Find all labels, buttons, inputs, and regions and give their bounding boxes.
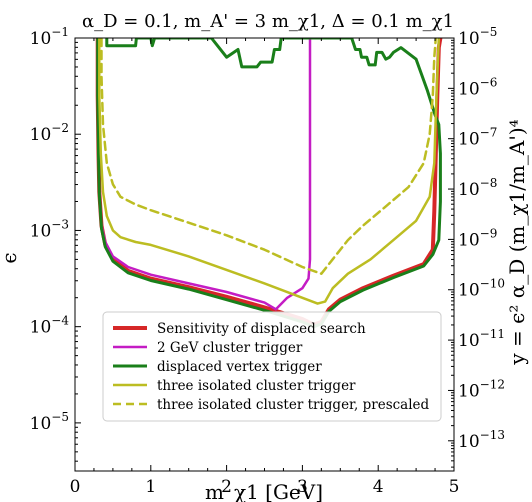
right-tick-label: 10−10 [458, 277, 505, 301]
legend-label: Sensitivity of displaced search [157, 321, 366, 337]
x-tick-label: 1 [145, 477, 156, 497]
right-tick-label: 10−9 [458, 226, 497, 250]
right-tick-label: 10−11 [458, 327, 505, 351]
y-tick-label: 10−3 [30, 217, 69, 241]
ticks: 0 1 2 3 4 5 10−5 10−4 10−3 10−2 10−1 10−13 10−12 10−1… [30, 25, 505, 497]
y-axis-label: ϵ [0, 252, 21, 263]
right-axis-label: y = ϵ² α_D (m_χ1/m_A')⁴ [505, 119, 529, 365]
right-tick-label: 10−6 [458, 75, 497, 99]
y-tick-label: 10−5 [30, 410, 69, 434]
series-line-0 [95, 38, 443, 327]
x-axis-label: m_χ1 [GeV] [205, 480, 323, 502]
x-tick-label: 5 [449, 477, 460, 497]
right-tick-label: 10−7 [458, 126, 497, 150]
series-line-3 [98, 38, 441, 305]
series-line-4 [100, 38, 438, 275]
curves [95, 38, 443, 329]
legend-label: three isolated cluster trigger, prescale… [157, 397, 430, 413]
x-tick-label: 2 [221, 477, 232, 497]
x-tick-label: 3 [297, 477, 308, 497]
y-tick-label: 10−4 [30, 314, 70, 338]
legend-label: three isolated cluster trigger [157, 378, 356, 394]
series-line-2 [96, 38, 442, 329]
series-line-1 [96, 38, 312, 311]
x-tick-label: 0 [70, 477, 81, 497]
x-tick-label: 4 [373, 477, 384, 497]
legend-label: displaced vertex trigger [157, 359, 322, 375]
legend: Sensitivity of displaced search 2 GeV clu… [102, 311, 442, 422]
y-tick-label: 10−1 [30, 25, 69, 49]
right-tick-label: 10−5 [458, 25, 497, 49]
right-tick-label: 10−8 [458, 176, 497, 200]
legend-box [102, 311, 442, 422]
legend-label: 2 GeV cluster trigger [157, 340, 303, 356]
plot-frame [74, 37, 455, 472]
y-tick-label: 10−2 [30, 121, 69, 145]
chart-title: α_D = 0.1, m_A' = 3 m_χ1, Δ = 0.1 m_χ1 [82, 11, 454, 32]
right-tick-label: 10−13 [458, 428, 505, 452]
right-tick-label: 10−12 [458, 377, 505, 401]
